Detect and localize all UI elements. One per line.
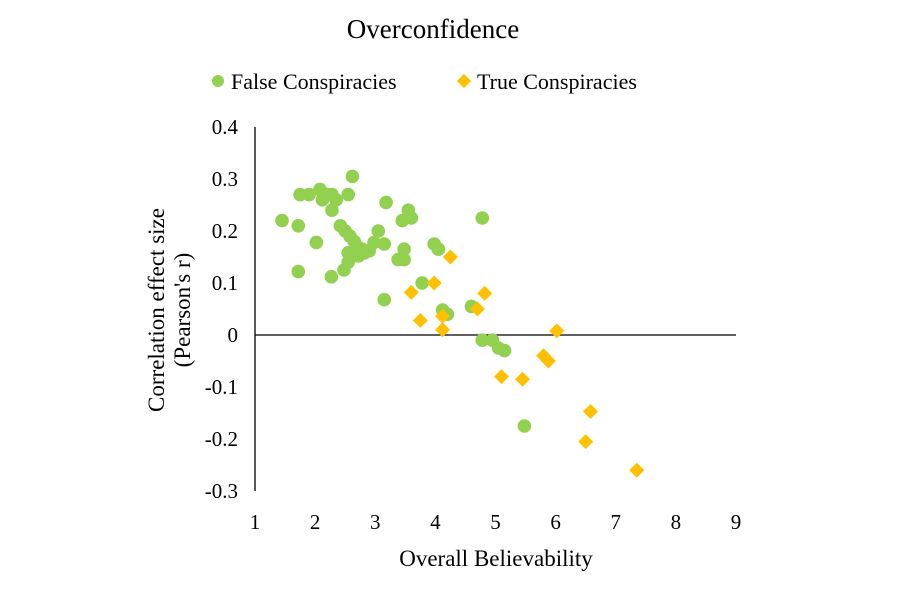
x-tick-label: 6 <box>550 510 561 534</box>
false-conspiracy-point <box>367 235 381 250</box>
legend-label-true-conspiracies: True Conspiracies <box>477 69 637 94</box>
false-conspiracy-point <box>404 211 419 225</box>
false-conspiracy-point <box>291 264 306 279</box>
x-tick-label: 7 <box>611 510 622 534</box>
false-conspiracy-point <box>341 187 355 202</box>
x-tick-label: 3 <box>370 510 381 534</box>
x-tick-label: 2 <box>310 510 321 534</box>
false-conspiracy-point <box>302 187 316 202</box>
false-conspiracy-point <box>397 252 411 267</box>
false-conspiracy-point <box>341 255 355 269</box>
y-tick-label: -0.3 <box>205 479 238 503</box>
false-conspiracy-point <box>475 333 490 348</box>
false-conspiracy-point <box>377 292 392 307</box>
legend: False Conspiracies True Conspiracies <box>212 69 637 94</box>
y-tick-label: 0.2 <box>212 219 238 243</box>
legend-label-false-conspiracies: False Conspiracies <box>231 69 397 94</box>
true-conspiracy-point <box>442 249 458 265</box>
true-conspiracy-point <box>578 434 594 450</box>
true-conspiracy-point <box>477 285 493 301</box>
y-tick-label: -0.1 <box>205 375 238 399</box>
legend-marker-true-conspiracies <box>456 73 472 89</box>
false-conspiracy-point <box>329 193 343 207</box>
false-conspiracy-point <box>371 224 386 238</box>
true-conspiracy-point <box>412 312 428 328</box>
y-tick-labels: 0.4 0.3 0.2 0.1 0 -0.1 -0.2 -0.3 <box>205 115 239 503</box>
y-tick-label: 0.4 <box>212 115 239 139</box>
y-tick-label: -0.2 <box>205 427 238 451</box>
true-conspiracy-point <box>583 403 598 419</box>
true-conspiracy-point <box>403 284 419 300</box>
false-conspiracy-point <box>497 343 512 358</box>
true-conspiracy-point <box>515 371 531 387</box>
x-axis-title: Overall Believability <box>399 546 593 571</box>
false-conspiracy-point <box>324 269 339 284</box>
true-conspiracy-point <box>435 308 451 324</box>
x-tick-label: 8 <box>671 510 682 534</box>
false-conspiracy-point <box>415 276 429 290</box>
false-conspiracy-point <box>275 213 289 228</box>
x-tick-label: 4 <box>430 510 441 534</box>
true-conspiracy-point <box>435 322 451 338</box>
false-conspiracy-point <box>325 203 339 217</box>
x-tick-label: 9 <box>731 510 742 534</box>
false-conspiracy-point <box>377 237 392 251</box>
false-conspiracy-point <box>397 242 411 256</box>
x-tick-label: 1 <box>250 510 261 534</box>
false-conspiracy-point <box>431 242 446 256</box>
true-conspiracy-point <box>549 323 565 339</box>
false-conspiracy-point <box>475 211 490 225</box>
y-tick-label: 0 <box>228 323 239 347</box>
true-conspiracy-point <box>629 462 645 478</box>
false-conspiracy-point <box>309 235 324 250</box>
legend-marker-false-conspiracies <box>212 75 224 87</box>
y-axis-title: Correlation effect size (Pearson's r) <box>144 208 195 412</box>
false-conspiracy-point <box>517 419 532 433</box>
data-points <box>275 169 645 478</box>
y-tick-label: 0.3 <box>212 167 238 191</box>
x-tick-labels: 1 2 3 4 5 6 7 8 9 <box>250 510 742 534</box>
true-conspiracy-point <box>469 301 485 317</box>
true-conspiracy-point <box>426 275 442 291</box>
true-conspiracy-point <box>494 369 510 385</box>
x-tick-label: 5 <box>490 510 501 534</box>
y-tick-label: 0.1 <box>212 271 238 295</box>
chart-title: Overconfidence <box>347 14 519 44</box>
y-axis-title-line2: (Pearson's r) <box>170 253 195 368</box>
false-conspiracy-point <box>345 169 360 184</box>
false-conspiracy-point <box>291 219 306 233</box>
y-axis-title-line1: Correlation effect size <box>144 208 169 412</box>
false-conspiracy-point <box>379 195 393 210</box>
